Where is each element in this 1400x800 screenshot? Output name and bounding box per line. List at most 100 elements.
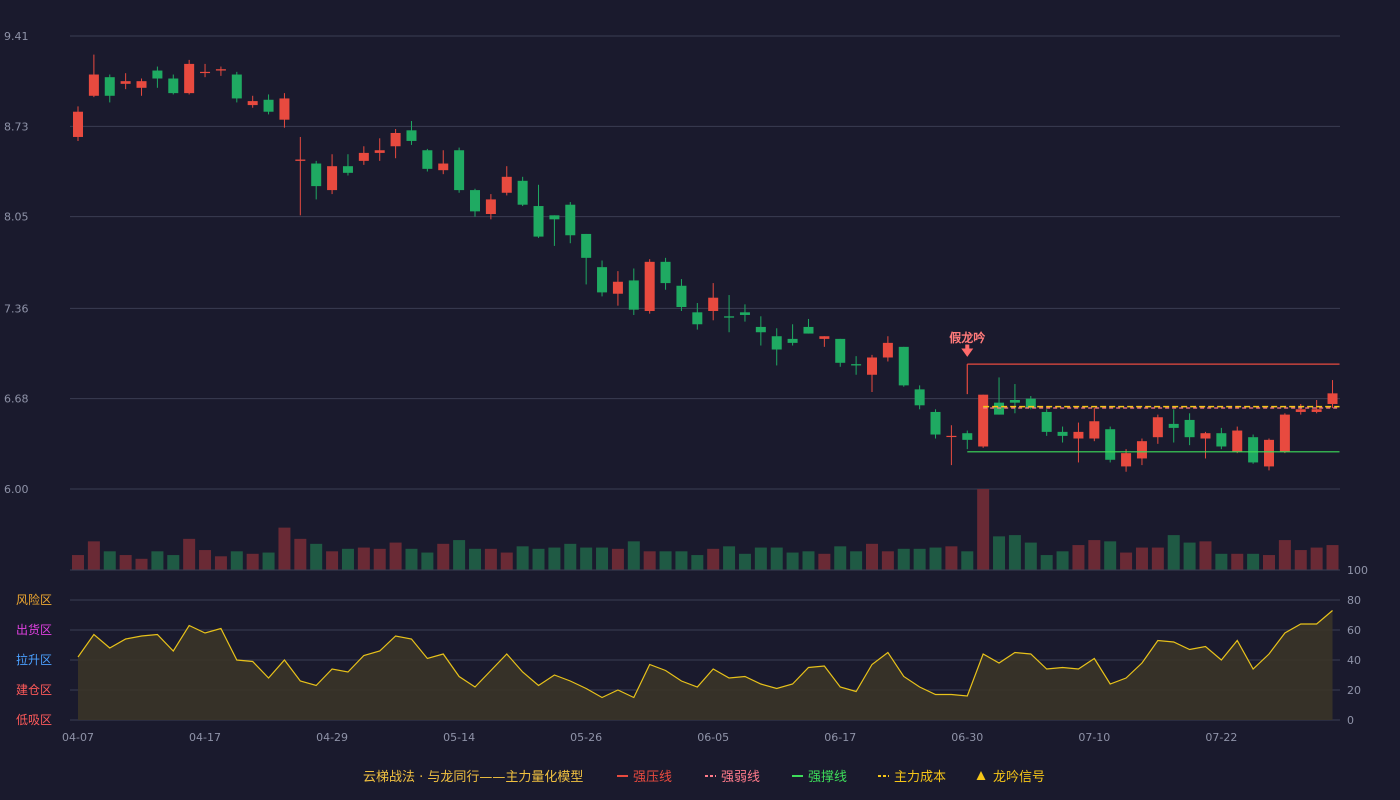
candle (628, 268, 639, 315)
candle (327, 154, 338, 195)
indicator-area (78, 610, 1333, 720)
candle (215, 66, 226, 76)
volume-bar (945, 546, 958, 570)
indicator-zone-label: 低吸区 (16, 713, 52, 727)
volume-bar (929, 547, 942, 570)
volume-bar (1135, 547, 1148, 570)
candle-body (803, 326, 814, 334)
legend-item-pressure[interactable]: 强压线 (617, 770, 672, 785)
candle-body (898, 346, 909, 386)
candle-body (628, 280, 639, 310)
candle (390, 128, 401, 159)
volume-bar (786, 552, 799, 570)
candle (660, 257, 671, 290)
candle (882, 336, 893, 362)
candle-body (279, 98, 290, 120)
volume-bar (183, 538, 196, 570)
volume-bar (1278, 540, 1291, 570)
candle-body (406, 130, 417, 141)
legend-item-cost[interactable]: 主力成本 (878, 770, 946, 785)
volume-bar (310, 543, 323, 570)
price-grid (70, 35, 1340, 490)
volume-bar (961, 551, 974, 570)
volume-bar (119, 555, 132, 570)
volume-bar (1167, 535, 1180, 570)
candle-body (1184, 419, 1195, 438)
candle (676, 279, 687, 311)
volume-bar (246, 553, 259, 570)
volume-bar (532, 548, 545, 570)
candle-body (200, 71, 211, 74)
candle (311, 160, 322, 200)
candle-body (1152, 417, 1163, 438)
volume-bar (1199, 541, 1212, 570)
volume-bar (850, 551, 863, 570)
volume-bar (167, 555, 180, 570)
candle-body (771, 336, 782, 350)
candle-body (168, 78, 179, 94)
candle-body (612, 281, 623, 294)
signal-arrow-icon (961, 344, 974, 357)
candle-body (882, 342, 893, 358)
candle-body (930, 411, 941, 435)
signal-marker: 假龙吟 (949, 330, 985, 357)
legend-support-label: 强撑线 (808, 770, 847, 785)
volume-bar (897, 548, 910, 570)
candle-body (1327, 393, 1338, 404)
volume-bar (881, 551, 894, 570)
indicator-series (77, 610, 1333, 720)
volume-bar (1310, 547, 1323, 570)
legend: 云梯战法 · 与龙同行——主力量化模型 强压线 强弱线 强撑线 主力成本 龙吟信… (363, 769, 1045, 785)
candle (549, 215, 560, 246)
candle (422, 148, 433, 172)
candle-body (1136, 441, 1147, 459)
candle-body (231, 74, 242, 99)
candle (374, 138, 385, 161)
volume-bar (1072, 545, 1085, 570)
x-tick-label: 04-17 (189, 731, 221, 744)
indicator-tick-label: 100 (1347, 564, 1368, 577)
legend-item-weak[interactable]: 强弱线 (705, 770, 760, 785)
volume-bar (421, 552, 434, 570)
indicator-zone-label: 建仓区 (16, 683, 52, 697)
volume-bar (1183, 542, 1196, 570)
volume-bar (993, 536, 1006, 570)
candle-body (88, 74, 99, 96)
candle-body (739, 312, 750, 315)
x-tick-label: 04-07 (62, 731, 94, 744)
candle (803, 318, 814, 334)
candle (200, 63, 211, 78)
candle-body (1279, 414, 1290, 452)
candle (1264, 438, 1274, 471)
candle (1168, 409, 1179, 443)
candle-body (1105, 429, 1116, 460)
candle-body (422, 150, 433, 169)
candle (644, 259, 655, 314)
volume-bar (627, 541, 640, 570)
candle (295, 136, 306, 216)
candle-body (708, 297, 719, 311)
volume-bar (754, 547, 767, 570)
legend-item-signal[interactable]: 龙吟信号 (976, 769, 1046, 785)
indicator-zone-label: 拉升区 (16, 652, 52, 667)
volume-bar (1151, 547, 1164, 570)
candle-body (1009, 399, 1020, 403)
candle-body (311, 163, 322, 187)
volume-bar (484, 548, 497, 570)
level-lines (966, 363, 1340, 453)
candle (692, 303, 703, 330)
candle-body (978, 394, 989, 447)
legend-item-support[interactable]: 强撑线 (792, 770, 847, 785)
candle (1121, 449, 1132, 472)
volume-bar (580, 547, 593, 570)
candle (263, 94, 274, 115)
x-tick-label: 05-14 (443, 731, 475, 744)
candle (1232, 426, 1243, 454)
candle (946, 425, 957, 466)
candle (1073, 422, 1084, 463)
volume-bar (469, 548, 481, 570)
candle (1041, 409, 1052, 436)
candle (739, 304, 750, 322)
candle-body (819, 336, 830, 339)
